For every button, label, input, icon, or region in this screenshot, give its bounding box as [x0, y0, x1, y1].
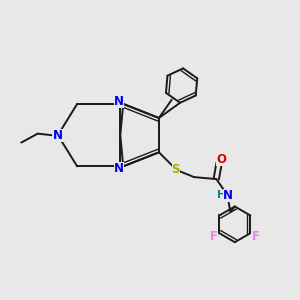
Text: N: N — [114, 162, 124, 175]
Text: F: F — [251, 230, 260, 243]
Text: O: O — [216, 154, 226, 166]
Text: N: N — [53, 129, 63, 142]
Text: F: F — [210, 230, 218, 243]
Text: S: S — [172, 163, 180, 176]
Text: N: N — [223, 189, 233, 202]
Text: H: H — [217, 190, 226, 200]
Text: N: N — [114, 95, 124, 108]
